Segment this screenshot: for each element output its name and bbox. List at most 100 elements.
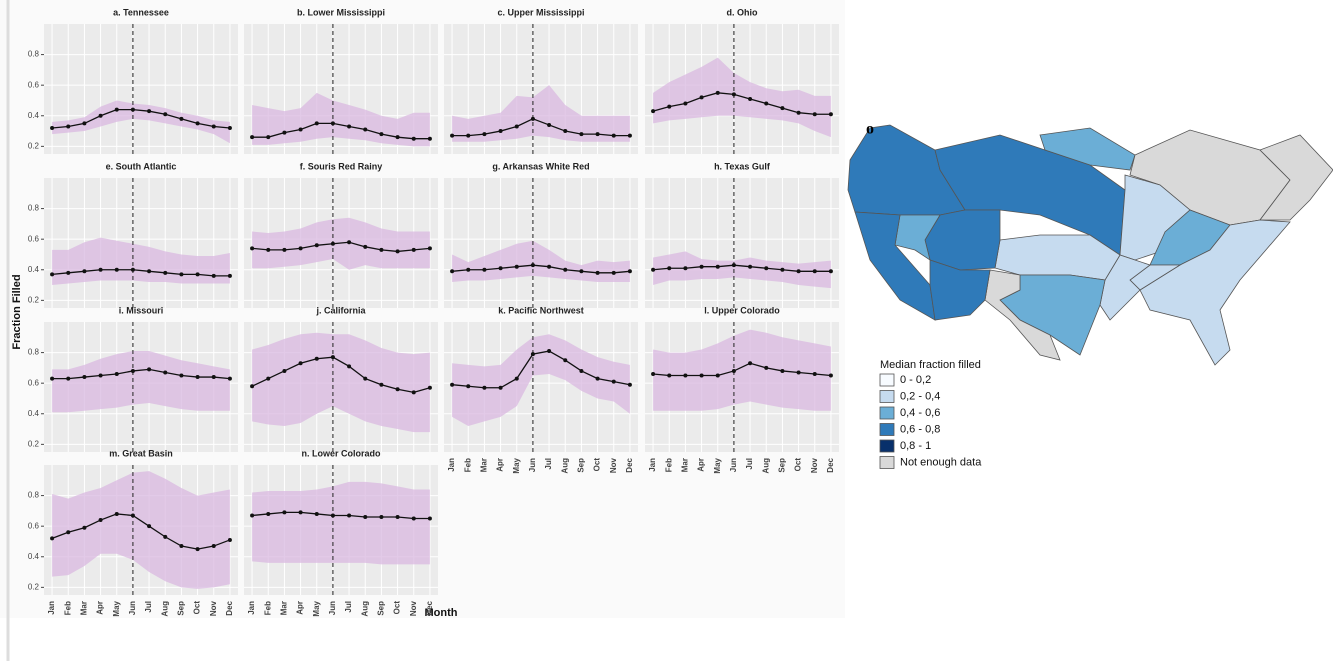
region-south-atlantic bbox=[1139, 219, 1291, 366]
point bbox=[82, 121, 87, 126]
x-tick-label: Jul bbox=[344, 601, 353, 613]
panel: a. Tennessee 0.2 0.4 0.6 0.8 bbox=[28, 7, 238, 154]
y-tick-label: 0.8 bbox=[28, 50, 40, 59]
panel-background bbox=[44, 24, 238, 154]
point bbox=[266, 511, 271, 516]
point bbox=[796, 370, 801, 375]
point bbox=[611, 133, 616, 138]
x-tick-label: Aug bbox=[360, 601, 369, 617]
point bbox=[227, 376, 232, 381]
point bbox=[611, 379, 616, 384]
panel-background bbox=[645, 178, 839, 308]
legend-label: 0 - 0,2 bbox=[900, 374, 931, 386]
point bbox=[379, 382, 384, 387]
panel-title: d. Ohio bbox=[727, 7, 758, 17]
panel-background bbox=[444, 178, 638, 308]
point bbox=[147, 269, 152, 274]
point bbox=[211, 544, 216, 549]
y-tick-label: 0.6 bbox=[28, 521, 40, 530]
point bbox=[282, 510, 287, 515]
y-tick-label: 0.2 bbox=[28, 141, 40, 150]
range-band bbox=[653, 251, 831, 289]
point bbox=[796, 110, 801, 115]
range-band bbox=[252, 92, 430, 147]
point bbox=[498, 385, 503, 390]
point bbox=[211, 124, 216, 129]
point bbox=[427, 246, 432, 251]
point bbox=[130, 107, 135, 112]
point bbox=[667, 104, 672, 109]
map bbox=[847, 124, 1333, 366]
point bbox=[812, 372, 817, 376]
x-tick-label: Jun bbox=[128, 601, 137, 615]
point bbox=[395, 387, 400, 392]
point bbox=[651, 109, 656, 114]
point bbox=[179, 373, 184, 378]
panel-title: a. Tennessee bbox=[113, 7, 169, 17]
point bbox=[66, 270, 71, 275]
point bbox=[764, 365, 769, 370]
y-tick-label: 0.6 bbox=[28, 234, 40, 243]
legend-swatch bbox=[879, 390, 895, 403]
point bbox=[450, 382, 455, 387]
point bbox=[163, 370, 168, 375]
point bbox=[330, 513, 335, 518]
line bbox=[652, 92, 831, 115]
point bbox=[530, 116, 535, 121]
point bbox=[731, 92, 736, 97]
panel: m. Great Basin 0.2 0.4 0.6 0.8 Jan Feb Mar Apr Ma… bbox=[28, 448, 238, 617]
panel: d. Ohio bbox=[645, 7, 839, 154]
point bbox=[411, 247, 416, 252]
point bbox=[347, 124, 352, 129]
point bbox=[579, 132, 584, 137]
point bbox=[163, 112, 168, 117]
point bbox=[282, 130, 287, 135]
legend-label: Not enough data bbox=[900, 456, 982, 468]
line bbox=[452, 264, 630, 274]
point bbox=[347, 513, 352, 518]
point bbox=[748, 361, 753, 366]
point bbox=[731, 368, 736, 373]
point bbox=[514, 264, 519, 269]
point bbox=[195, 375, 200, 380]
panel-title: l. Upper Colorado bbox=[704, 305, 780, 315]
point bbox=[683, 373, 688, 378]
line bbox=[251, 356, 431, 394]
point bbox=[195, 121, 200, 126]
x-tick-label: Sep bbox=[177, 601, 186, 616]
point bbox=[50, 536, 55, 541]
point bbox=[82, 375, 87, 380]
range-band bbox=[52, 351, 230, 413]
panel-title: c. Upper Mississippi bbox=[497, 7, 584, 17]
panel: h. Texas Gulf bbox=[645, 161, 839, 308]
point bbox=[547, 264, 552, 269]
x-tick-label: May bbox=[713, 457, 722, 473]
x-tick-label: Oct bbox=[393, 601, 402, 615]
line bbox=[653, 264, 831, 272]
panel-title: b. Lower Mississippi bbox=[297, 7, 385, 17]
legend-label: 0,2 - 0,4 bbox=[900, 390, 940, 402]
x-tick-label: May bbox=[512, 457, 521, 473]
point bbox=[427, 516, 432, 521]
point bbox=[780, 267, 785, 272]
point bbox=[611, 270, 616, 275]
x-tick-label: Apr bbox=[496, 458, 505, 472]
x-tick-label: Sep bbox=[778, 458, 787, 473]
point bbox=[595, 132, 600, 137]
point bbox=[563, 267, 568, 272]
range-band bbox=[252, 481, 430, 565]
panel: f. Souris Red Rainy bbox=[244, 161, 438, 308]
x-tick-label: Feb bbox=[63, 601, 72, 615]
point bbox=[211, 375, 216, 380]
point bbox=[547, 122, 552, 127]
point bbox=[780, 106, 785, 111]
x-axis-label: Month bbox=[425, 607, 458, 619]
point bbox=[731, 263, 736, 268]
x-tick-label: Sep bbox=[577, 458, 586, 473]
point bbox=[211, 273, 216, 278]
point bbox=[250, 513, 255, 518]
point bbox=[466, 384, 471, 389]
point bbox=[179, 544, 184, 549]
panel: i. Missouri 0.2 0.4 0.6 0.8 bbox=[28, 305, 238, 452]
point bbox=[330, 355, 335, 360]
